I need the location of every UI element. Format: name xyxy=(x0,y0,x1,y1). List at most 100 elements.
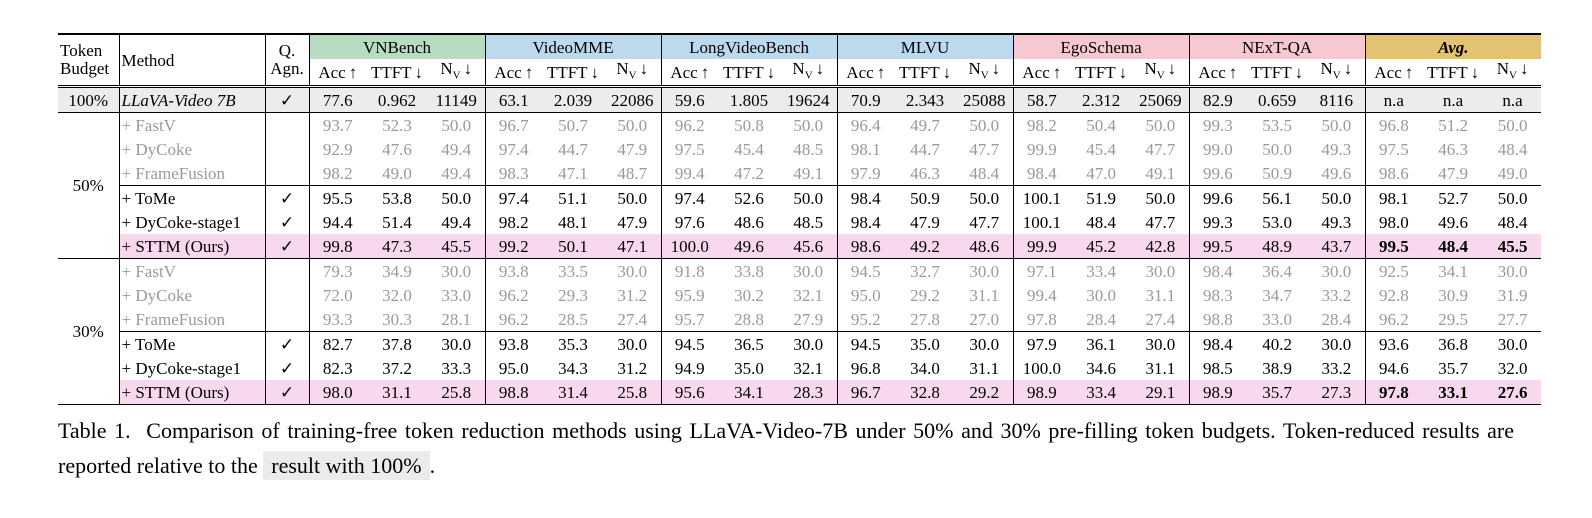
value-cell: 49.4 xyxy=(428,161,486,186)
value-cell: 50.7 xyxy=(542,112,604,138)
value-cell: 95.0 xyxy=(498,358,529,378)
qagn-cell xyxy=(265,137,310,162)
value-cell: 27.8 xyxy=(910,309,940,329)
value-cell: 29.2 xyxy=(956,380,1014,406)
metric-arrow: ↓ xyxy=(1167,59,1177,78)
value-cell: 93.8 xyxy=(485,258,542,284)
value-cell: 44.7 xyxy=(910,139,940,159)
value-cell: 98.0 xyxy=(1378,212,1409,232)
value-cell: 98.5 xyxy=(1202,358,1233,378)
value-cell: 25069 xyxy=(1132,85,1190,113)
value-cell: 32.8 xyxy=(894,380,957,406)
value-cell: 49.1 xyxy=(1132,161,1190,186)
value-cell: 27.6 xyxy=(1484,380,1542,406)
caption-highlight: result with 100% xyxy=(263,451,430,480)
value-cell: 51.1 xyxy=(542,185,604,211)
value-cell: 30.0 xyxy=(956,331,1014,357)
value-cell: 36.1 xyxy=(1070,331,1133,357)
value-cell: 30.0 xyxy=(428,258,486,284)
value-cell: 99.9 xyxy=(1026,139,1057,159)
value-cell: 96.8 xyxy=(1365,112,1423,138)
value-cell: 77.6 xyxy=(309,85,366,113)
value-cell: 99.8 xyxy=(322,236,353,256)
value-cell: 50.4 xyxy=(1070,112,1133,138)
value-cell: 93.8 xyxy=(485,331,542,357)
value-cell: 31.1 xyxy=(956,356,1014,381)
metric-arrow: ↑ xyxy=(1404,62,1414,82)
group-header: LongVideoBench xyxy=(661,33,838,59)
value-cell: 48.5 xyxy=(780,210,838,235)
value-cell: 28.3 xyxy=(780,380,838,406)
value-cell: 50.0 xyxy=(1132,185,1190,211)
value-cell: 99.4 xyxy=(1026,285,1057,305)
group-header: Avg. xyxy=(1365,33,1542,59)
value-cell: 25088 xyxy=(956,85,1014,113)
value-cell: 32.1 xyxy=(780,356,838,381)
qagn-header: Q. Agn. xyxy=(265,33,310,87)
value-cell: 29.5 xyxy=(1438,309,1468,329)
value-cell: 50.0 xyxy=(780,112,838,138)
value-cell: 50.0 xyxy=(604,112,662,138)
value-cell: 31.9 xyxy=(1497,285,1528,305)
value-cell: 97.4 xyxy=(485,185,542,211)
value-cell: 98.1 xyxy=(1365,185,1423,211)
value-cell: 94.5 xyxy=(661,331,719,357)
data-row: + ToMe ✓ 95.5 53.8 50.0 97.4 51.1 50.0 97.4 52.6 5… xyxy=(58,185,1542,211)
value-cell: 82.3 xyxy=(322,358,353,378)
value-cell: 56.1 xyxy=(1246,185,1309,211)
data-row: + FrameFusion 98.2 49.0 49.4 98.3 47.1 48.7 99.… xyxy=(58,161,1541,186)
metric-arrow: ↓ xyxy=(1470,62,1480,82)
value-cell: 50.0 xyxy=(956,112,1014,138)
value-cell: 36.5 xyxy=(718,331,781,357)
value-cell: 31.1 xyxy=(1132,356,1190,381)
value-cell: 28.4 xyxy=(1308,307,1366,332)
metric-sub: V xyxy=(804,69,813,82)
metric-header: NV ↓ xyxy=(1308,59,1366,87)
value-cell: 98.4 xyxy=(850,212,881,232)
value-cell: 37.2 xyxy=(382,358,412,378)
metric-header: NV ↓ xyxy=(604,59,662,87)
value-cell: 45.2 xyxy=(1086,236,1116,256)
value-cell: 99.3 xyxy=(1189,112,1247,138)
value-cell: 34.1 xyxy=(718,380,781,406)
value-cell: 93.6 xyxy=(1365,331,1423,357)
value-cell: 95.7 xyxy=(674,309,705,329)
value-cell: 29.1 xyxy=(1132,380,1190,406)
qagn-cell: ✓ xyxy=(265,210,310,235)
value-cell: 11149 xyxy=(428,85,486,113)
value-cell: 46.3 xyxy=(910,163,940,183)
value-cell: 47.7 xyxy=(1132,137,1190,162)
metric-arrow: ↓ xyxy=(942,62,952,82)
metric-sub: V xyxy=(452,69,461,82)
value-cell: 35.7 xyxy=(1438,358,1468,378)
metric-header: Acc ↑ xyxy=(1189,59,1246,87)
value-cell: 53.0 xyxy=(1262,212,1292,232)
value-cell: 47.7 xyxy=(956,137,1014,162)
value-cell: 19624 xyxy=(780,85,838,113)
value-cell: 30.0 xyxy=(604,331,662,357)
value-cell: n.a xyxy=(1422,85,1485,113)
metric-arrow: ↓ xyxy=(639,59,649,78)
value-cell: 47.9 xyxy=(1438,163,1468,183)
method-cell: + DyCoke-stage1 xyxy=(119,210,266,235)
value-cell: 50.0 xyxy=(428,185,486,211)
metric-name: TTFT xyxy=(1427,62,1468,82)
value-cell: 45.4 xyxy=(734,139,764,159)
value-cell: 49.6 xyxy=(734,236,764,256)
value-cell: 47.1 xyxy=(558,163,588,183)
value-cell: 99.0 xyxy=(1202,139,1233,159)
data-row: + DyCoke-stage1 ✓ 82.3 37.2 33.3 95.0 34.3 31.2… xyxy=(58,356,1541,381)
value-cell: 97.5 xyxy=(1378,139,1409,159)
budget-cell: 30% xyxy=(58,258,120,406)
value-cell: 93.7 xyxy=(309,112,366,138)
value-cell: 46.3 xyxy=(1438,139,1468,159)
group-header: VNBench xyxy=(309,33,486,59)
value-cell: 33.0 xyxy=(1262,309,1292,329)
data-row: + STTM (Ours) ✓ 99.8 47.3 45.5 99.2 50.1 47.1 10… xyxy=(58,234,1542,259)
value-cell: 94.6 xyxy=(1378,358,1409,378)
value-cell: 98.4 xyxy=(837,185,895,211)
value-cell: 98.4 xyxy=(1026,163,1057,183)
value-cell: 25.8 xyxy=(604,380,662,406)
group-header: MLVU xyxy=(837,33,1014,59)
value-cell: 52.6 xyxy=(718,185,781,211)
